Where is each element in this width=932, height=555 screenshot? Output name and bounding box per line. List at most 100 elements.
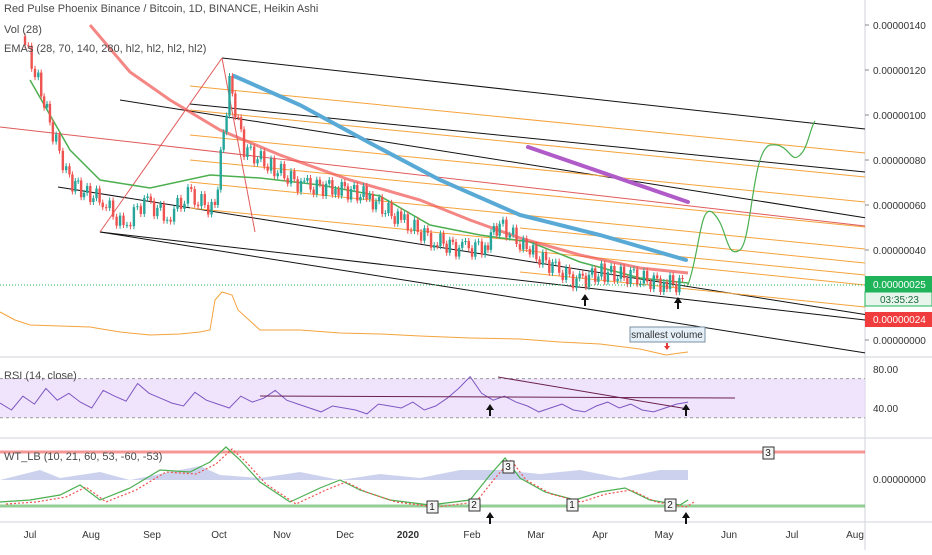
heikin-ashi-candle [439,233,442,247]
heikin-ashi-candle [30,45,33,69]
heikin-ashi-candle [390,202,393,217]
heikin-ashi-candle [159,203,162,208]
heikin-ashi-candle [51,122,55,142]
heikin-ashi-candle [399,211,403,220]
time-tick-label: Dec [336,530,354,541]
rsi-line [0,375,689,415]
heikin-ashi-candle [165,219,169,221]
heikin-ashi-candle [118,215,122,226]
heikin-ashi-candle [89,185,92,203]
heikin-ashi-candle [377,197,381,202]
purple-trend-line [526,145,690,204]
heikin-ashi-candle [531,245,535,255]
heikin-ashi-candle [403,214,406,220]
heikin-ashi-candle [535,245,538,260]
heikin-ashi-candle [315,179,318,195]
heikin-ashi-candle [522,238,525,250]
heikin-ashi-candle [343,182,347,187]
down-arrow-icon [664,343,670,350]
wt-label: 2 [471,500,477,511]
wavetrend-legend: WT_LB (10, 21, 60, 53, -60, -53) [4,451,163,463]
heikin-ashi-candle [252,146,256,164]
channel-black-bottom [99,231,866,321]
heikin-ashi-candle [196,204,200,207]
heikin-ashi-candle [85,185,89,193]
heikin-ashi-candle [511,227,515,235]
heikin-ashi-candle [483,245,487,255]
heikin-ashi-candle [334,188,337,195]
heikin-ashi-candle [474,242,477,257]
heikin-ashi-candle [279,163,283,174]
heikin-ashi-candle [156,207,159,217]
heikin-ashi-candle [328,180,331,184]
heikin-ashi-candle [129,224,132,227]
heikin-ashi-candle [489,232,493,250]
heikin-ashi-candle [104,207,108,209]
heikin-ashi-candle [432,245,436,248]
heikin-ashi-candle [249,146,252,148]
channel-orange-line [189,134,866,203]
wt-label: 2 [667,500,673,511]
up-arrow-icon [486,512,494,524]
wt-histogram [0,466,688,480]
ema-long-line [88,24,689,275]
heikin-ashi-candle [132,207,136,227]
channel-orange-line [519,271,866,308]
heikin-ashi-candle [359,196,362,201]
heikin-ashi-candle [273,158,276,177]
heikin-ashi-candle [426,228,429,233]
heikin-ashi-candle [143,197,146,214]
price-tick-label: 0.00000140 [873,21,926,32]
heikin-ashi-candle [423,228,426,241]
price-tick-label: 0.00000060 [873,201,926,212]
heikin-ashi-candle [152,200,156,217]
heikin-ashi-candle [668,275,672,290]
heikin-ashi-candle [609,266,613,273]
rsi-tick-label: 40.00 [873,404,898,415]
time-tick-label: Jul [786,530,799,541]
heikin-ashi-candle [551,262,554,273]
price-tick-label: 0.00000000 [873,336,926,347]
heikin-ashi-candle [210,201,213,215]
wt-label: 3 [505,462,511,473]
time-tick-label: Nov [273,530,291,541]
heikin-ashi-candle [183,203,186,209]
last-price-tag-label: 0.00000025 [873,280,926,291]
time-tick-label: Oct [211,530,227,541]
heikin-ashi-candle [561,272,564,280]
heikin-ashi-candle [575,278,578,289]
last-price-tag [865,276,932,292]
heikin-ashi-candle [318,179,322,185]
heikin-ashi-candle [231,76,234,94]
heikin-ashi-candle [293,171,296,180]
heikin-ashi-candle [594,268,597,282]
heikin-ashi-candle [678,278,681,293]
heikin-ashi-candle [451,239,455,242]
channel-orange-line [189,85,866,154]
heikin-ashi-candle [101,202,104,208]
heikin-ashi-candle [671,275,675,284]
heikin-ashi-candle [115,216,118,226]
channel-black-top [221,57,866,130]
price-tick-label: 0.00000080 [873,156,926,167]
heikin-ashi-candle [286,178,289,184]
heikin-ashi-candle [269,158,273,171]
heikin-ashi-candle [632,269,636,271]
heikin-ashi-candle [82,192,86,198]
heikin-ashi-candle [396,211,400,224]
chart-title: Red Pulse Phoenix Binance / Bitcoin, 1D,… [4,3,319,15]
heikin-ashi-candle [558,261,561,273]
heikin-ashi-candle [346,186,350,200]
heikin-ashi-candle [675,283,678,293]
heikin-ashi-candle [515,227,518,245]
heikin-ashi-candle [225,115,228,133]
rsi-legend: RSI (14, close) [4,370,77,382]
heikin-ashi-candle [193,189,196,205]
heikin-ashi-candle [27,45,30,47]
wt2-line [5,448,695,508]
wt-label-box [664,498,677,512]
time-tick-label: Jun [721,530,737,541]
heikin-ashi-candle [655,275,659,279]
